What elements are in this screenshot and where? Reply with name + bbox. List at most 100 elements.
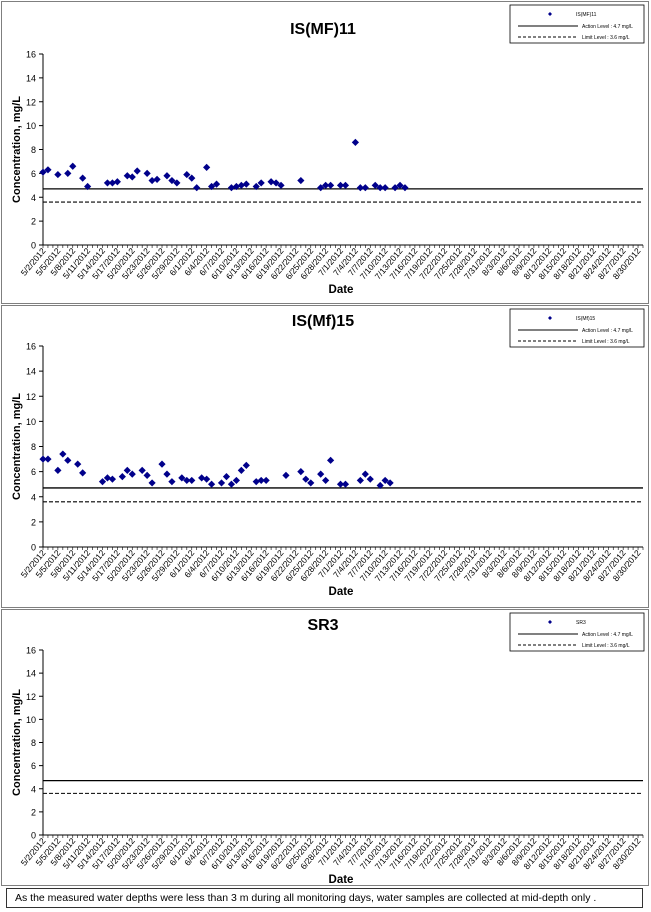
data-point — [341, 480, 350, 488]
data-point — [207, 480, 216, 488]
y-tick-label: 12 — [26, 692, 36, 702]
chart-is-mf-15: IS(Mf)15 Concentration, mg/L 0 2 4 6 8 10 12 14 16… — [11, 308, 645, 598]
data-point — [227, 184, 236, 192]
data-point — [356, 476, 364, 485]
data-point — [143, 471, 151, 479]
data-point — [351, 138, 359, 146]
chart-title: SR3 — [307, 617, 338, 634]
data-point — [396, 181, 404, 189]
data-point — [188, 476, 196, 485]
y-tick-label: 8 — [31, 738, 36, 748]
data-point — [297, 176, 305, 185]
legend-limit-label: Limit Level : 3.6 mg/L — [582, 35, 630, 41]
legend-limit-label: Limit Level : 3.6 mg/L — [582, 643, 630, 649]
y-tick-label: 14 — [26, 73, 36, 83]
y-tick-label: 12 — [26, 392, 36, 402]
chart-title: IS(Mf)15 — [292, 313, 354, 330]
data-point — [198, 474, 206, 482]
data-point — [336, 181, 345, 189]
y-tick-label: 6 — [31, 169, 36, 179]
data-point — [302, 475, 310, 483]
x-axis-label: Date — [329, 284, 354, 296]
x-axis-label: Date — [329, 874, 354, 885]
data-point — [381, 476, 389, 485]
data-point — [361, 470, 369, 478]
data-point — [44, 166, 52, 174]
y-tick-label: 2 — [31, 807, 36, 817]
legend-action-label: Action Level : 4.7 mg/L — [582, 328, 633, 334]
data-point — [257, 476, 265, 485]
y-tick-label: 4 — [31, 492, 36, 502]
y-tick-label: 4 — [31, 784, 36, 794]
data-point — [252, 478, 260, 486]
legend-action-label: Action Level : 4.7 mg/L — [582, 632, 633, 638]
data-point — [103, 474, 112, 482]
y-tick-label: 0 — [31, 543, 36, 553]
data-point — [98, 478, 107, 486]
data-point — [108, 475, 117, 483]
legend-box — [509, 612, 645, 652]
data-point — [327, 456, 335, 464]
data-point — [282, 471, 290, 479]
y-tick-label: 12 — [26, 97, 36, 107]
data-point — [237, 466, 245, 474]
legend-series-marker — [548, 620, 552, 624]
y-tick-label: 16 — [26, 646, 36, 656]
y-tick-label: 2 — [31, 217, 36, 227]
data-point — [222, 473, 231, 481]
y-axis-label: Concentration, mg/L — [11, 689, 23, 796]
data-point — [376, 184, 384, 192]
data-point — [322, 476, 330, 485]
chart-title: IS(MF)11 — [290, 21, 356, 38]
data-point — [242, 180, 250, 188]
data-point — [128, 470, 136, 478]
y-tick-label: 0 — [31, 831, 36, 841]
y-tick-label: 4 — [31, 193, 36, 203]
data-point — [262, 476, 270, 485]
data-point — [118, 473, 126, 481]
y-tick-label: 8 — [31, 145, 36, 155]
data-point — [54, 170, 62, 179]
data-point — [193, 184, 201, 192]
data-point — [163, 470, 171, 478]
y-tick-label: 6 — [31, 761, 36, 771]
y-tick-label: 0 — [31, 241, 36, 251]
data-point — [341, 181, 350, 189]
data-point — [188, 174, 196, 182]
data-point — [79, 469, 87, 477]
data-point — [84, 182, 92, 191]
data-point — [317, 184, 325, 192]
data-point — [148, 479, 156, 487]
y-tick-label: 10 — [26, 715, 36, 725]
data-point — [128, 173, 136, 181]
chart-is-mf-11: IS(MF)11 Concentration, mg/L 0 2 4 6 8 10 12 14 16… — [11, 4, 645, 296]
data-point — [217, 479, 226, 487]
y-tick-label: 8 — [31, 442, 36, 452]
y-tick-label: 14 — [26, 669, 36, 679]
data-point — [183, 170, 191, 179]
data-point — [39, 168, 47, 176]
y-tick-label: 16 — [26, 342, 36, 352]
x-axis-label: Date — [329, 586, 354, 598]
data-point — [64, 456, 72, 464]
data-point — [242, 461, 250, 469]
data-point — [203, 163, 211, 172]
data-point — [252, 182, 260, 191]
footnote: As the measured water depths were less t… — [6, 888, 643, 908]
legend-series-label: IS(Mf)15 — [576, 316, 595, 322]
data-point — [178, 474, 186, 482]
data-point — [381, 184, 389, 192]
data-point — [54, 466, 62, 474]
chart-panel-is-mf-11: IS(MF)11 Concentration, mg/L 0 2 4 6 8 10 12 14 16… — [1, 1, 649, 304]
data-point — [168, 478, 176, 486]
data-point — [207, 182, 216, 191]
data-point — [183, 476, 191, 485]
data-point — [307, 479, 315, 487]
legend-action-label: Action Level : 4.7 mg/L — [582, 24, 633, 30]
data-point — [237, 181, 245, 189]
data-point — [277, 181, 285, 189]
data-point — [361, 184, 369, 192]
data-point — [148, 176, 156, 185]
data-point — [79, 174, 87, 182]
